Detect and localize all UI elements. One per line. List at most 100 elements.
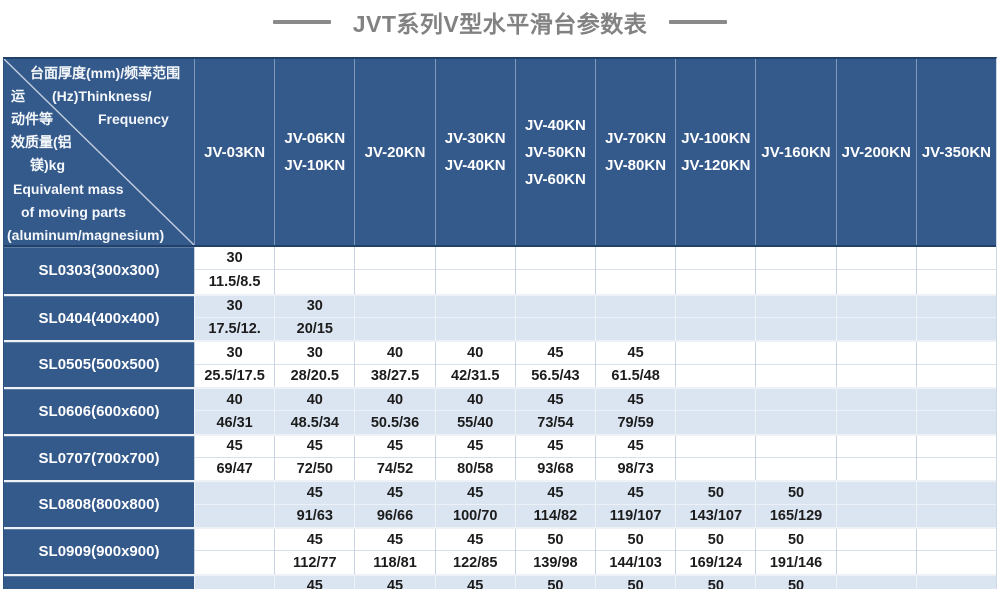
thickness-value [917, 576, 996, 589]
thickness-value: 30 [195, 296, 275, 319]
data-cell [755, 389, 836, 434]
thickness-value: 45 [355, 482, 435, 505]
data-cell [755, 295, 836, 341]
thickness-value: 40 [435, 342, 515, 365]
mass-value [756, 270, 835, 293]
thickness-value [756, 247, 836, 271]
table-row: SL0303(300x300) 30 11.5/8.5 [4, 247, 996, 294]
thickness-value [515, 247, 596, 271]
mass-value [917, 270, 996, 293]
row-header: SL0404(400x400) [4, 295, 194, 341]
column-header-line: JV-100KN [681, 130, 751, 147]
data-cell [835, 389, 916, 434]
data-cell [675, 342, 756, 388]
mass-value: 143/107 [689, 507, 743, 524]
corner-mass-label-cn1: 运 [11, 88, 25, 104]
row-header: SL0606(600x600) [4, 389, 194, 434]
data-cell [835, 575, 916, 589]
column-header-line: JV-06KN [284, 130, 346, 147]
mass-value: 20/15 [296, 321, 333, 338]
data-cell [835, 342, 916, 388]
data-cell: 45 114/82 [514, 482, 596, 528]
mass-value: 100/70 [453, 507, 498, 524]
column-headers: JV-03KN JV-06KN JV-10KN JV-20KN JV-30KN JV-40… [194, 59, 996, 245]
thickness-value: 50 [756, 576, 835, 589]
data-cell: 45 80/58 [434, 435, 515, 481]
thickness-value: 45 [515, 436, 596, 459]
row-header: SL1010(1000x1000) [4, 575, 194, 589]
mass-value: 144/103 [609, 554, 662, 571]
thickness-value: 40 [355, 342, 435, 365]
thickness-value: 45 [515, 342, 596, 365]
data-cell: 50 165/129 [755, 482, 836, 528]
column-header-line: JV-120KN [681, 157, 751, 174]
column-header-line: JV-40KN [444, 157, 506, 174]
table-body: SL0303(300x300) 30 11.5/8.5 SL0404(400x400)… [4, 247, 996, 589]
mass-value [837, 458, 916, 480]
thickness-value: 40 [355, 389, 435, 412]
thickness-value [916, 342, 996, 365]
thickness-value [836, 296, 916, 319]
data-cell [194, 482, 275, 528]
thickness-value [596, 296, 676, 319]
thickness-value: 50 [516, 576, 595, 589]
thickness-value [756, 389, 836, 412]
data-cell [915, 295, 996, 341]
thickness-value [515, 296, 596, 319]
data-cell: 45 [434, 575, 515, 589]
data-cell: 45 72/50 [274, 435, 355, 481]
data-cell: 45 56.5/43 [514, 342, 596, 388]
thickness-value: 45 [275, 436, 355, 459]
mass-value [676, 365, 755, 387]
mass-value: 91/63 [296, 507, 333, 524]
thickness-value: 50 [676, 482, 756, 505]
page-title: JVT系列V型水平滑台参数表 [352, 11, 648, 37]
thickness-value: 40 [275, 389, 355, 412]
data-cell: 50 [675, 575, 755, 589]
corner-mass-label-en1: Equivalent mass [13, 181, 124, 197]
data-cell: 45 93/68 [514, 435, 596, 481]
thickness-value [435, 247, 515, 271]
thickness-value: 45 [435, 482, 515, 505]
thickness-value [836, 529, 916, 552]
data-cell [915, 342, 996, 388]
thickness-value: 45 [195, 436, 275, 459]
column-header: JV-03KN [194, 59, 275, 245]
thickness-value [676, 247, 756, 271]
mass-value: 61.5/48 [611, 367, 660, 384]
thickness-value: 30 [275, 296, 355, 319]
data-cell [274, 247, 355, 294]
mass-value: 17.5/12. [208, 321, 261, 338]
data-cell: 50 169/124 [675, 529, 756, 574]
table-row: SL0404(400x400) 30 17.5/12. 30 20/15 [4, 293, 996, 341]
thickness-value [916, 389, 996, 412]
thickness-value: 50 [756, 482, 836, 505]
thickness-value: 50 [756, 529, 836, 552]
mass-value: 139/98 [533, 554, 578, 571]
column-header-line: JV-50KN [524, 143, 586, 161]
thickness-value: 45 [355, 576, 434, 589]
mass-value [676, 318, 755, 340]
data-cell [194, 575, 274, 589]
table-row: SL0909(900x900) 45 112/77 45 118/81 45 122/85 5… [4, 527, 996, 574]
mass-value: 118/81 [373, 554, 417, 571]
mass-value [917, 365, 996, 387]
column-header-line: JV-10KN [284, 157, 346, 174]
corner-cell: 台面厚度(mm)/频率范围 运 (Hz)Thinkness/ 动件等 Frequ… [4, 59, 194, 245]
data-cell: 40 50.5/36 [354, 389, 435, 434]
data-cell: 30 20/15 [274, 295, 355, 341]
mass-value [917, 551, 996, 573]
corner-mass-label-en2: of moving parts [21, 204, 127, 220]
row-header: SL0707(700x700) [4, 435, 194, 481]
column-header: JV-200KN [835, 59, 916, 245]
mass-value [917, 458, 996, 480]
thickness-value: 45 [435, 436, 515, 459]
mass-value: 191/146 [769, 554, 823, 571]
data-cell [514, 247, 596, 294]
thickness-value [836, 247, 916, 271]
table-row: SL0707(700x700) 45 69/47 45 72/50 45 74/52 45 80… [4, 433, 996, 481]
mass-value: 169/124 [689, 554, 743, 571]
thickness-value [756, 296, 836, 319]
thickness-value [756, 342, 836, 365]
